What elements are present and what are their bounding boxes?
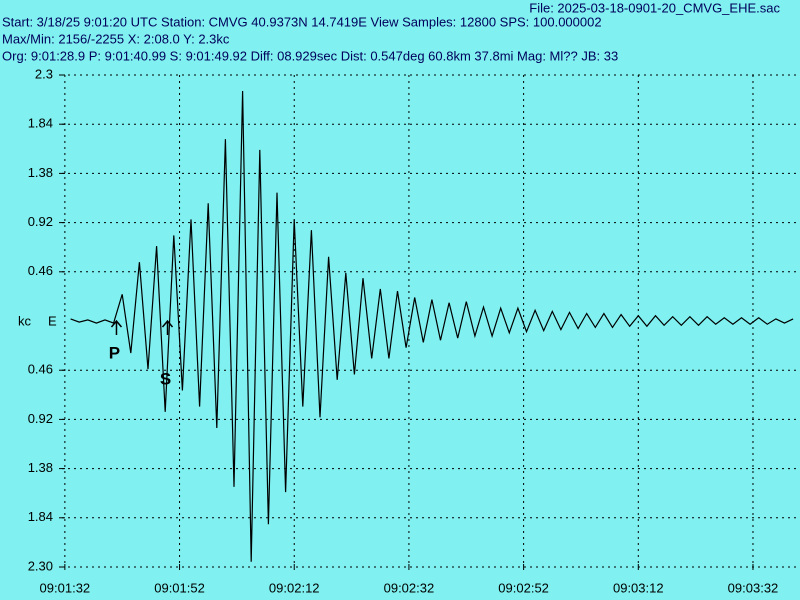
trace	[70, 90, 794, 562]
info-line: Start: 3/18/25 9:01:20 UTC Station: CMVG…	[2, 14, 602, 29]
x-tick-label: 09:01:52	[154, 580, 205, 595]
file-name: File: 2025-03-18-0901-20_CMVG_EHE.sac	[529, 0, 780, 15]
x-tick-label: 09:02:52	[498, 580, 549, 595]
y-tick-label: 0.92	[28, 411, 53, 426]
pick-label: P	[109, 343, 120, 362]
y-tick-label: 1.38	[28, 165, 53, 180]
info-line: Max/Min: 2156/-2255 X: 2:08.0 Y: 2.3kc	[2, 31, 230, 46]
pick-label: S	[160, 369, 171, 388]
x-tick-label: 09:02:12	[269, 580, 320, 595]
y-tick-label: 2.3	[35, 66, 53, 81]
pick-marker	[161, 319, 174, 335]
y-axis-label: kc	[18, 313, 32, 328]
channel-label: E	[48, 313, 57, 328]
x-tick-label: 09:01:32	[40, 580, 91, 595]
y-tick-label: 2.30	[28, 558, 53, 573]
y-tick-label: 0.46	[28, 263, 53, 278]
y-tick-label: 1.38	[28, 460, 53, 475]
pick-marker	[110, 319, 123, 335]
y-tick-label: 1.84	[28, 509, 53, 524]
y-tick-label: 1.84	[28, 116, 53, 131]
info-line: Org: 9:01:28.9 P: 9:01:40.99 S: 9:01:49.…	[2, 48, 618, 63]
y-tick-label: 0.46	[28, 362, 53, 377]
x-tick-label: 09:03:32	[728, 580, 779, 595]
y-tick-label: 0.92	[28, 214, 53, 229]
x-tick-label: 09:03:12	[613, 580, 664, 595]
x-tick-label: 09:02:32	[384, 580, 435, 595]
